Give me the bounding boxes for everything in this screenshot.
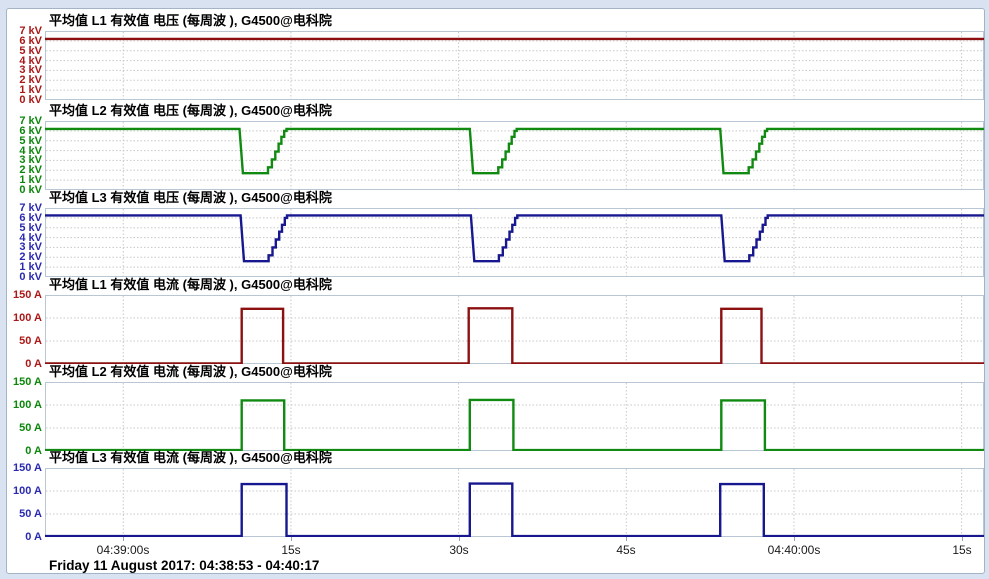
y-tick-label-l2-current: 150 A [13, 376, 42, 388]
y-tick-label-l2-current: 0 A [25, 445, 42, 457]
x-tick-label: 04:40:00s [767, 543, 821, 557]
y-tick-label-l2-voltage: 7 kV [19, 115, 42, 127]
x-axis-tick [794, 537, 795, 541]
plot-area-l3-voltage[interactable] [45, 208, 984, 277]
y-tick-label-l3-current: 50 A [19, 508, 42, 520]
y-tick-label-l3-current: 150 A [13, 462, 42, 474]
y-tick-label-l1-current: 100 A [13, 312, 42, 324]
plot-area-l3-current[interactable] [45, 468, 984, 537]
x-tick-label: 15s [281, 543, 301, 557]
y-tick-label-l3-voltage: 1 kV [19, 261, 42, 274]
y-tick-label-l3-voltage: 0 kV [19, 271, 42, 283]
y-tick-label-l1-voltage: 0 kV [19, 94, 42, 106]
y-tick-label-l2-voltage: 0 kV [19, 184, 42, 196]
y-tick-label-l3-voltage: 6 kV [19, 211, 42, 224]
y-tick-label-l1-voltage: 4 kV [19, 54, 42, 67]
y-tick-label-l1-voltage: 3 kV [19, 64, 42, 77]
chart-title-l2-current: 平均值 L2 有效值 电流 (每周波 ), G4500@电科院 [49, 364, 332, 379]
y-tick-label-l1-voltage: 7 kV [19, 25, 42, 37]
status-bar-timespan: Friday 11 August 2017: 04:38:53 - 04:40:… [49, 558, 320, 573]
y-tick-label-l2-voltage: 5 kV [19, 134, 42, 147]
y-tick-label-l3-voltage: 3 kV [19, 241, 42, 254]
y-tick-label-l3-current: 100 A [13, 485, 42, 497]
x-tick-label: 15s [952, 543, 972, 557]
chart-title-l1-voltage: 平均值 L1 有效值 电压 (每周波 ), G4500@电科院 [49, 13, 332, 28]
x-tick-label: 30s [449, 543, 469, 557]
chart-title-l3-voltage: 平均值 L3 有效值 电压 (每周波 ), G4500@电科院 [49, 190, 332, 205]
y-tick-label-l3-voltage: 7 kV [19, 202, 42, 214]
y-tick-label-l2-voltage: 4 kV [19, 144, 42, 157]
x-axis-tick [459, 537, 460, 541]
plot-area-l2-current[interactable] [45, 382, 984, 451]
x-axis-tick [123, 537, 124, 541]
y-tick-label-l1-voltage: 2 kV [19, 74, 42, 87]
chart-title-l1-current: 平均值 L1 有效值 电流 (每周波 ), G4500@电科院 [49, 277, 332, 292]
y-tick-label-l1-current: 50 A [19, 335, 42, 347]
y-tick-label-l1-voltage: 5 kV [19, 44, 42, 57]
y-tick-label-l2-voltage: 3 kV [19, 154, 42, 167]
x-axis-tick [962, 537, 963, 541]
x-tick-label: 04:39:00s [96, 543, 150, 557]
y-tick-label-l2-current: 50 A [19, 422, 42, 434]
chart-title-l3-current: 平均值 L3 有效值 电流 (每周波 ), G4500@电科院 [49, 450, 332, 465]
y-tick-label-l3-voltage: 5 kV [19, 221, 42, 234]
y-tick-label-l3-voltage: 2 kV [19, 251, 42, 264]
y-tick-label-l1-current: 150 A [13, 289, 42, 301]
plot-area-l2-voltage[interactable] [45, 121, 984, 190]
y-tick-label-l2-voltage: 2 kV [19, 164, 42, 177]
plot-area-l1-voltage[interactable] [45, 31, 984, 100]
chart-title-l2-voltage: 平均值 L2 有效值 电压 (每周波 ), G4500@电科院 [49, 103, 332, 118]
y-tick-label-l2-voltage: 6 kV [19, 124, 42, 137]
y-tick-label-l1-voltage: 1 kV [19, 84, 42, 97]
y-tick-label-l2-current: 100 A [13, 399, 42, 411]
x-axis-tick [626, 537, 627, 541]
x-tick-label: 45s [616, 543, 636, 557]
y-tick-label-l3-voltage: 4 kV [19, 231, 42, 244]
plot-area-l1-current[interactable] [45, 295, 984, 364]
y-tick-label-l1-current: 0 A [25, 358, 42, 370]
x-axis-tick [291, 537, 292, 541]
y-tick-label-l1-voltage: 6 kV [19, 34, 42, 47]
y-tick-label-l3-current: 0 A [25, 531, 42, 543]
y-tick-label-l2-voltage: 1 kV [19, 174, 42, 187]
